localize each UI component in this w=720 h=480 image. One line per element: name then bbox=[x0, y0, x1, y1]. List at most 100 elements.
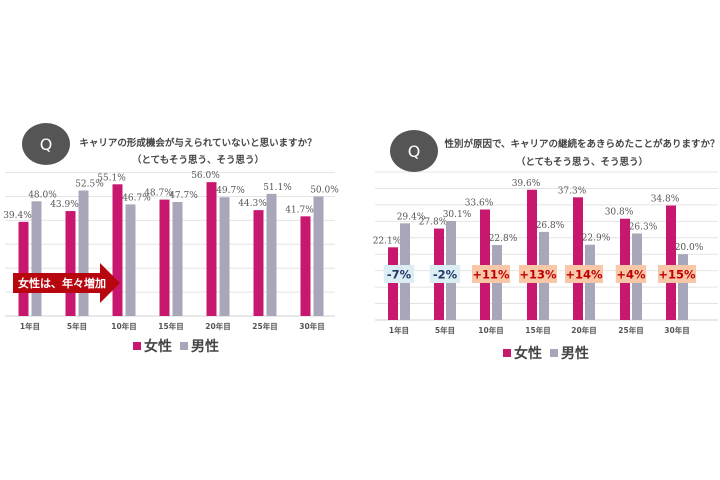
bar-male bbox=[678, 254, 688, 320]
difference-box bbox=[565, 265, 603, 283]
difference-label: +4% bbox=[616, 268, 646, 282]
bar-group: 34.8% 20.0% 30年目 +15% bbox=[651, 195, 704, 335]
difference-label: +14% bbox=[565, 268, 603, 282]
bar-group: 33.6% 22.8% 10年目 +11% bbox=[465, 198, 518, 335]
bar-group: 43.9% 52.5% 5年目 bbox=[50, 180, 104, 331]
value-label-male: 49.7% bbox=[216, 186, 245, 196]
category-label: 30年目 bbox=[664, 325, 689, 335]
value-label-male: 30.1% bbox=[443, 210, 472, 220]
bar-female bbox=[527, 189, 537, 320]
value-label-female: 39.6% bbox=[512, 179, 541, 189]
difference-label: -7% bbox=[387, 268, 412, 282]
value-label-male: 52.5% bbox=[75, 180, 104, 190]
category-label: 5年目 bbox=[435, 325, 455, 335]
chart-right: Q 性別が原因で、キャリアの継続をあきらめたことがありますか？ （とてもそう思う… bbox=[373, 130, 720, 362]
value-label-female: 30.8% bbox=[605, 208, 634, 218]
trend-arrow: 女性は、年々増加 bbox=[13, 263, 120, 303]
value-label-female: 44.3% bbox=[238, 199, 267, 209]
bar-male bbox=[125, 204, 136, 316]
value-label-male: 46.7% bbox=[122, 193, 151, 203]
legend-swatch-female bbox=[503, 349, 511, 357]
bar-female bbox=[388, 247, 398, 320]
category-label: 30年目 bbox=[299, 321, 324, 331]
bar-male bbox=[31, 201, 42, 316]
category-label: 20年目 bbox=[571, 325, 596, 335]
legend-label-male: 男性 bbox=[191, 338, 219, 355]
arrow-annotation: 女性は、年々増加 bbox=[18, 276, 106, 290]
value-label-male: 22.8% bbox=[489, 234, 518, 244]
category-label: 1年目 bbox=[389, 325, 409, 335]
difference-box bbox=[429, 265, 461, 283]
q-badge bbox=[390, 130, 438, 172]
difference-label: +13% bbox=[519, 268, 557, 282]
bar-male bbox=[78, 190, 89, 316]
chart-title: 性別が原因で、キャリアの継続をあきらめたことがありますか？ bbox=[444, 138, 719, 150]
value-label-male: 26.3% bbox=[629, 223, 658, 233]
bar-group: 22.1% 29.4% 1年目 -7% bbox=[373, 212, 426, 335]
bar-female bbox=[206, 182, 217, 316]
value-label-female: 39.4% bbox=[3, 211, 32, 221]
category-label: 15年目 bbox=[158, 321, 183, 331]
bar-male bbox=[313, 196, 324, 316]
chart-left: Q キャリアの形成機会が与えられていないと思いますか？ （とてもそう思う、そう思… bbox=[3, 123, 339, 355]
category-label: 1年目 bbox=[20, 321, 40, 331]
value-label-female: 34.8% bbox=[651, 195, 680, 205]
legend-swatch-male bbox=[550, 349, 558, 357]
value-label-male: 20.0% bbox=[675, 243, 704, 253]
bar-female bbox=[253, 210, 264, 316]
difference-box bbox=[615, 265, 647, 283]
value-label-female: 37.3% bbox=[558, 186, 587, 196]
bar-female bbox=[300, 216, 311, 316]
bar-female bbox=[159, 199, 170, 316]
value-label-female: 27.8% bbox=[419, 218, 448, 228]
legend-label-female: 女性 bbox=[144, 338, 172, 355]
bar-male bbox=[266, 193, 277, 316]
bar-male bbox=[219, 197, 230, 316]
difference-box bbox=[472, 265, 510, 283]
chart-subtitle: （とてもそう思う、そう思う） bbox=[132, 154, 264, 166]
difference-label: +11% bbox=[472, 268, 510, 282]
category-label: 25年目 bbox=[252, 321, 277, 331]
bar-group: 44.3% 51.1% 25年目 bbox=[238, 183, 292, 331]
bar-group: 48.7%47.7% 15年目 bbox=[144, 189, 198, 331]
bar-group: 56.0% 49.7% 20年目 bbox=[191, 171, 245, 331]
value-label-male: 22.9% bbox=[582, 234, 611, 244]
bar-female bbox=[666, 205, 676, 320]
bar-group: 41.7% 50.0% 30年目 bbox=[285, 186, 339, 332]
value-label-female: 55.1% bbox=[97, 173, 126, 183]
bar-group: 27.8%30.1% 5年目 -2% bbox=[419, 210, 472, 335]
chart-subtitle: （とてもそう思う、そう思う） bbox=[516, 156, 648, 168]
legend-swatch-female bbox=[133, 342, 141, 350]
value-label-male: 50.0% bbox=[310, 186, 339, 196]
legend: 女性 男性 bbox=[133, 338, 219, 355]
difference-label: -2% bbox=[433, 268, 458, 282]
q-badge bbox=[22, 123, 70, 165]
bar-group: 30.8% 26.3% 25年目 +4% bbox=[605, 208, 658, 335]
bar-female bbox=[65, 211, 76, 316]
q-badge-label: Q bbox=[40, 135, 53, 154]
bar-male bbox=[172, 201, 183, 316]
bar-female bbox=[112, 184, 123, 316]
legend: 女性 男性 bbox=[503, 345, 589, 362]
legend-swatch-male bbox=[180, 342, 188, 350]
value-label-male: 48.0% bbox=[28, 190, 57, 200]
category-label: 10年目 bbox=[111, 321, 136, 331]
bar-group: 37.3% 22.9% 20年目 +14% bbox=[558, 186, 611, 335]
bar-female bbox=[480, 209, 490, 320]
difference-box bbox=[383, 265, 415, 283]
value-label-female: 48.7% bbox=[144, 189, 173, 199]
value-label-female: 22.1% bbox=[373, 236, 402, 246]
value-label-female: 56.0% bbox=[191, 171, 220, 181]
difference-box bbox=[658, 265, 696, 283]
value-label-female: 43.9% bbox=[50, 200, 79, 210]
bar-group: 39.4% 48.0% 1年目 bbox=[3, 190, 57, 331]
category-label: 25年目 bbox=[618, 325, 643, 335]
arrow-right-icon bbox=[13, 263, 120, 303]
bar-female bbox=[18, 221, 29, 316]
category-label: 10年目 bbox=[478, 325, 503, 335]
difference-box bbox=[519, 265, 557, 283]
value-label-female: 41.7% bbox=[285, 205, 314, 215]
legend-label-female: 女性 bbox=[514, 345, 542, 362]
bar-group: 55.1% 46.7% 10年目 bbox=[97, 173, 151, 331]
